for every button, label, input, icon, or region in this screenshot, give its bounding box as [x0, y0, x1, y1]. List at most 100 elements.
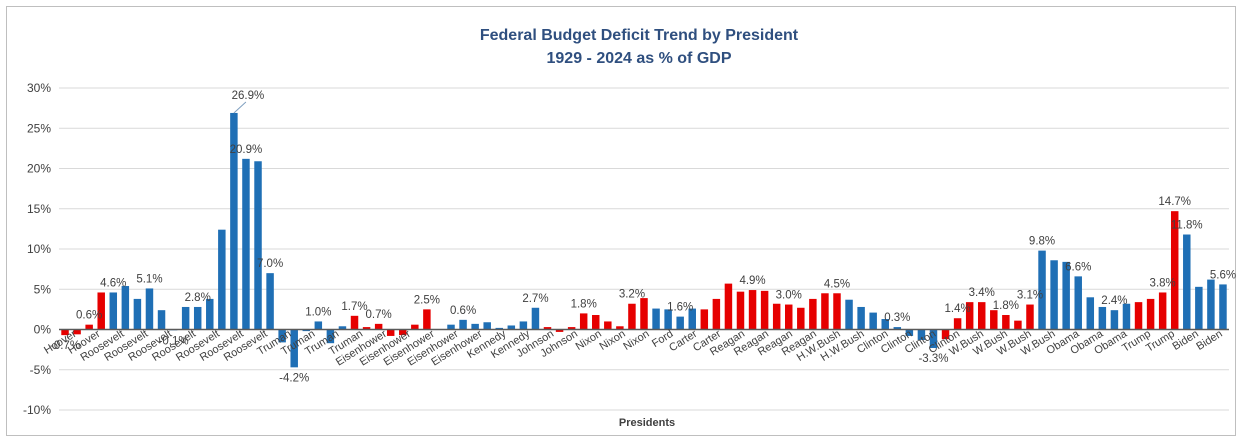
y-tick-label: 20%	[27, 162, 51, 176]
bar	[881, 319, 889, 330]
bar	[483, 322, 491, 330]
bar	[1098, 306, 1107, 330]
x-axis-category-labels: HooverHooverRooseveltRooseveltRooseveltR…	[42, 327, 1225, 368]
data-label: 0.6%	[76, 310, 102, 322]
data-label: 4.9%	[739, 275, 765, 287]
bar	[821, 293, 829, 330]
bar	[374, 323, 383, 330]
gridlines	[59, 87, 1229, 411]
bar	[290, 329, 298, 368]
data-label: 3.1%	[1017, 290, 1043, 302]
bar	[1219, 284, 1227, 330]
data-label: 1.6%	[667, 302, 693, 314]
chart-subtitle: 1929 - 2024 as % of GDP	[547, 50, 732, 67]
bar	[1195, 286, 1203, 330]
bar	[905, 329, 914, 336]
bar	[676, 316, 684, 330]
y-tick-label: 5%	[34, 282, 52, 296]
bar	[471, 323, 479, 330]
bar	[338, 326, 347, 330]
bar	[85, 324, 93, 330]
x-category-label: Biden	[1171, 328, 1201, 353]
x-category-label: Nixon	[621, 328, 651, 353]
bar	[857, 306, 865, 330]
data-label: 1.0%	[305, 306, 331, 318]
data-label: 5.1%	[136, 273, 162, 285]
chart-title: Federal Budget Deficit Trend by Presiden…	[480, 27, 799, 44]
deficit-bar-chart: Federal Budget Deficit Trend by Presiden…	[23, 27, 1236, 429]
bar	[1158, 292, 1167, 330]
bar	[616, 326, 624, 330]
bar	[133, 298, 142, 330]
bar	[640, 298, 648, 330]
bar	[845, 299, 853, 330]
bar	[73, 329, 81, 335]
bar	[688, 308, 696, 330]
data-label: 7.0%	[257, 258, 283, 270]
data-label: 4.6%	[100, 277, 126, 289]
data-label: 1.8%	[571, 298, 597, 310]
bar	[411, 324, 419, 330]
bar	[519, 321, 528, 330]
data-label: -3.3%	[918, 353, 948, 365]
bar	[785, 304, 793, 330]
bar	[736, 291, 745, 330]
bar	[579, 313, 588, 330]
data-label: 20.9%	[230, 144, 263, 156]
data-label: 1.4%	[944, 303, 970, 315]
data-labels: -0.7% 0.6% 4.6% 5.1% -0.1% 2.8% 26.9% 20.9% 7.0%…	[50, 90, 1236, 384]
bar	[543, 327, 552, 330]
bar	[977, 302, 986, 330]
bar	[206, 298, 214, 330]
data-label: -0.7%	[50, 340, 80, 352]
bar	[531, 307, 540, 330]
bar	[145, 288, 154, 330]
bar	[990, 310, 998, 330]
bar	[1146, 298, 1155, 330]
x-axis-title: Presidents	[619, 417, 675, 429]
bar	[266, 273, 274, 330]
y-tick-label: 10%	[27, 242, 51, 256]
data-label: 9.8%	[1029, 236, 1055, 248]
y-axis-ticks: 30% 25% 20% 15% 10% 5% 0% -5% -10%	[23, 81, 51, 417]
y-tick-label: -10%	[23, 403, 51, 417]
bar	[254, 161, 262, 330]
bar	[893, 327, 902, 330]
bar	[399, 329, 407, 336]
bar	[1038, 250, 1046, 330]
bar	[447, 324, 455, 330]
bar	[833, 293, 841, 330]
bar	[109, 292, 118, 330]
bar	[181, 306, 190, 330]
bar	[1014, 320, 1022, 330]
data-label: 3.8%	[1150, 277, 1176, 289]
data-label: 2.7%	[522, 293, 548, 305]
bar	[1086, 297, 1095, 330]
bar	[929, 329, 938, 349]
bar	[302, 329, 311, 332]
bar	[1002, 315, 1010, 330]
data-label: 3.4%	[969, 287, 995, 299]
bar	[193, 306, 202, 330]
bar	[362, 327, 371, 330]
bar	[772, 303, 781, 330]
bar	[459, 319, 467, 330]
bar	[592, 315, 600, 330]
data-label: 1.7%	[341, 301, 367, 313]
bar	[1170, 211, 1179, 330]
bar	[1026, 304, 1034, 330]
data-label: 11.8%	[1171, 220, 1203, 232]
bar	[652, 308, 660, 330]
bars	[61, 112, 1227, 368]
bar	[507, 325, 516, 330]
bar	[242, 158, 250, 330]
bar	[965, 302, 974, 330]
bar	[809, 298, 817, 330]
data-label: -4.2%	[279, 372, 309, 384]
y-tick-label: -5%	[30, 363, 52, 377]
bar	[941, 329, 950, 340]
bar	[567, 327, 576, 330]
x-category-label: Nixon	[598, 328, 628, 353]
data-label: 5.6%	[1210, 269, 1236, 281]
bar	[495, 327, 503, 330]
